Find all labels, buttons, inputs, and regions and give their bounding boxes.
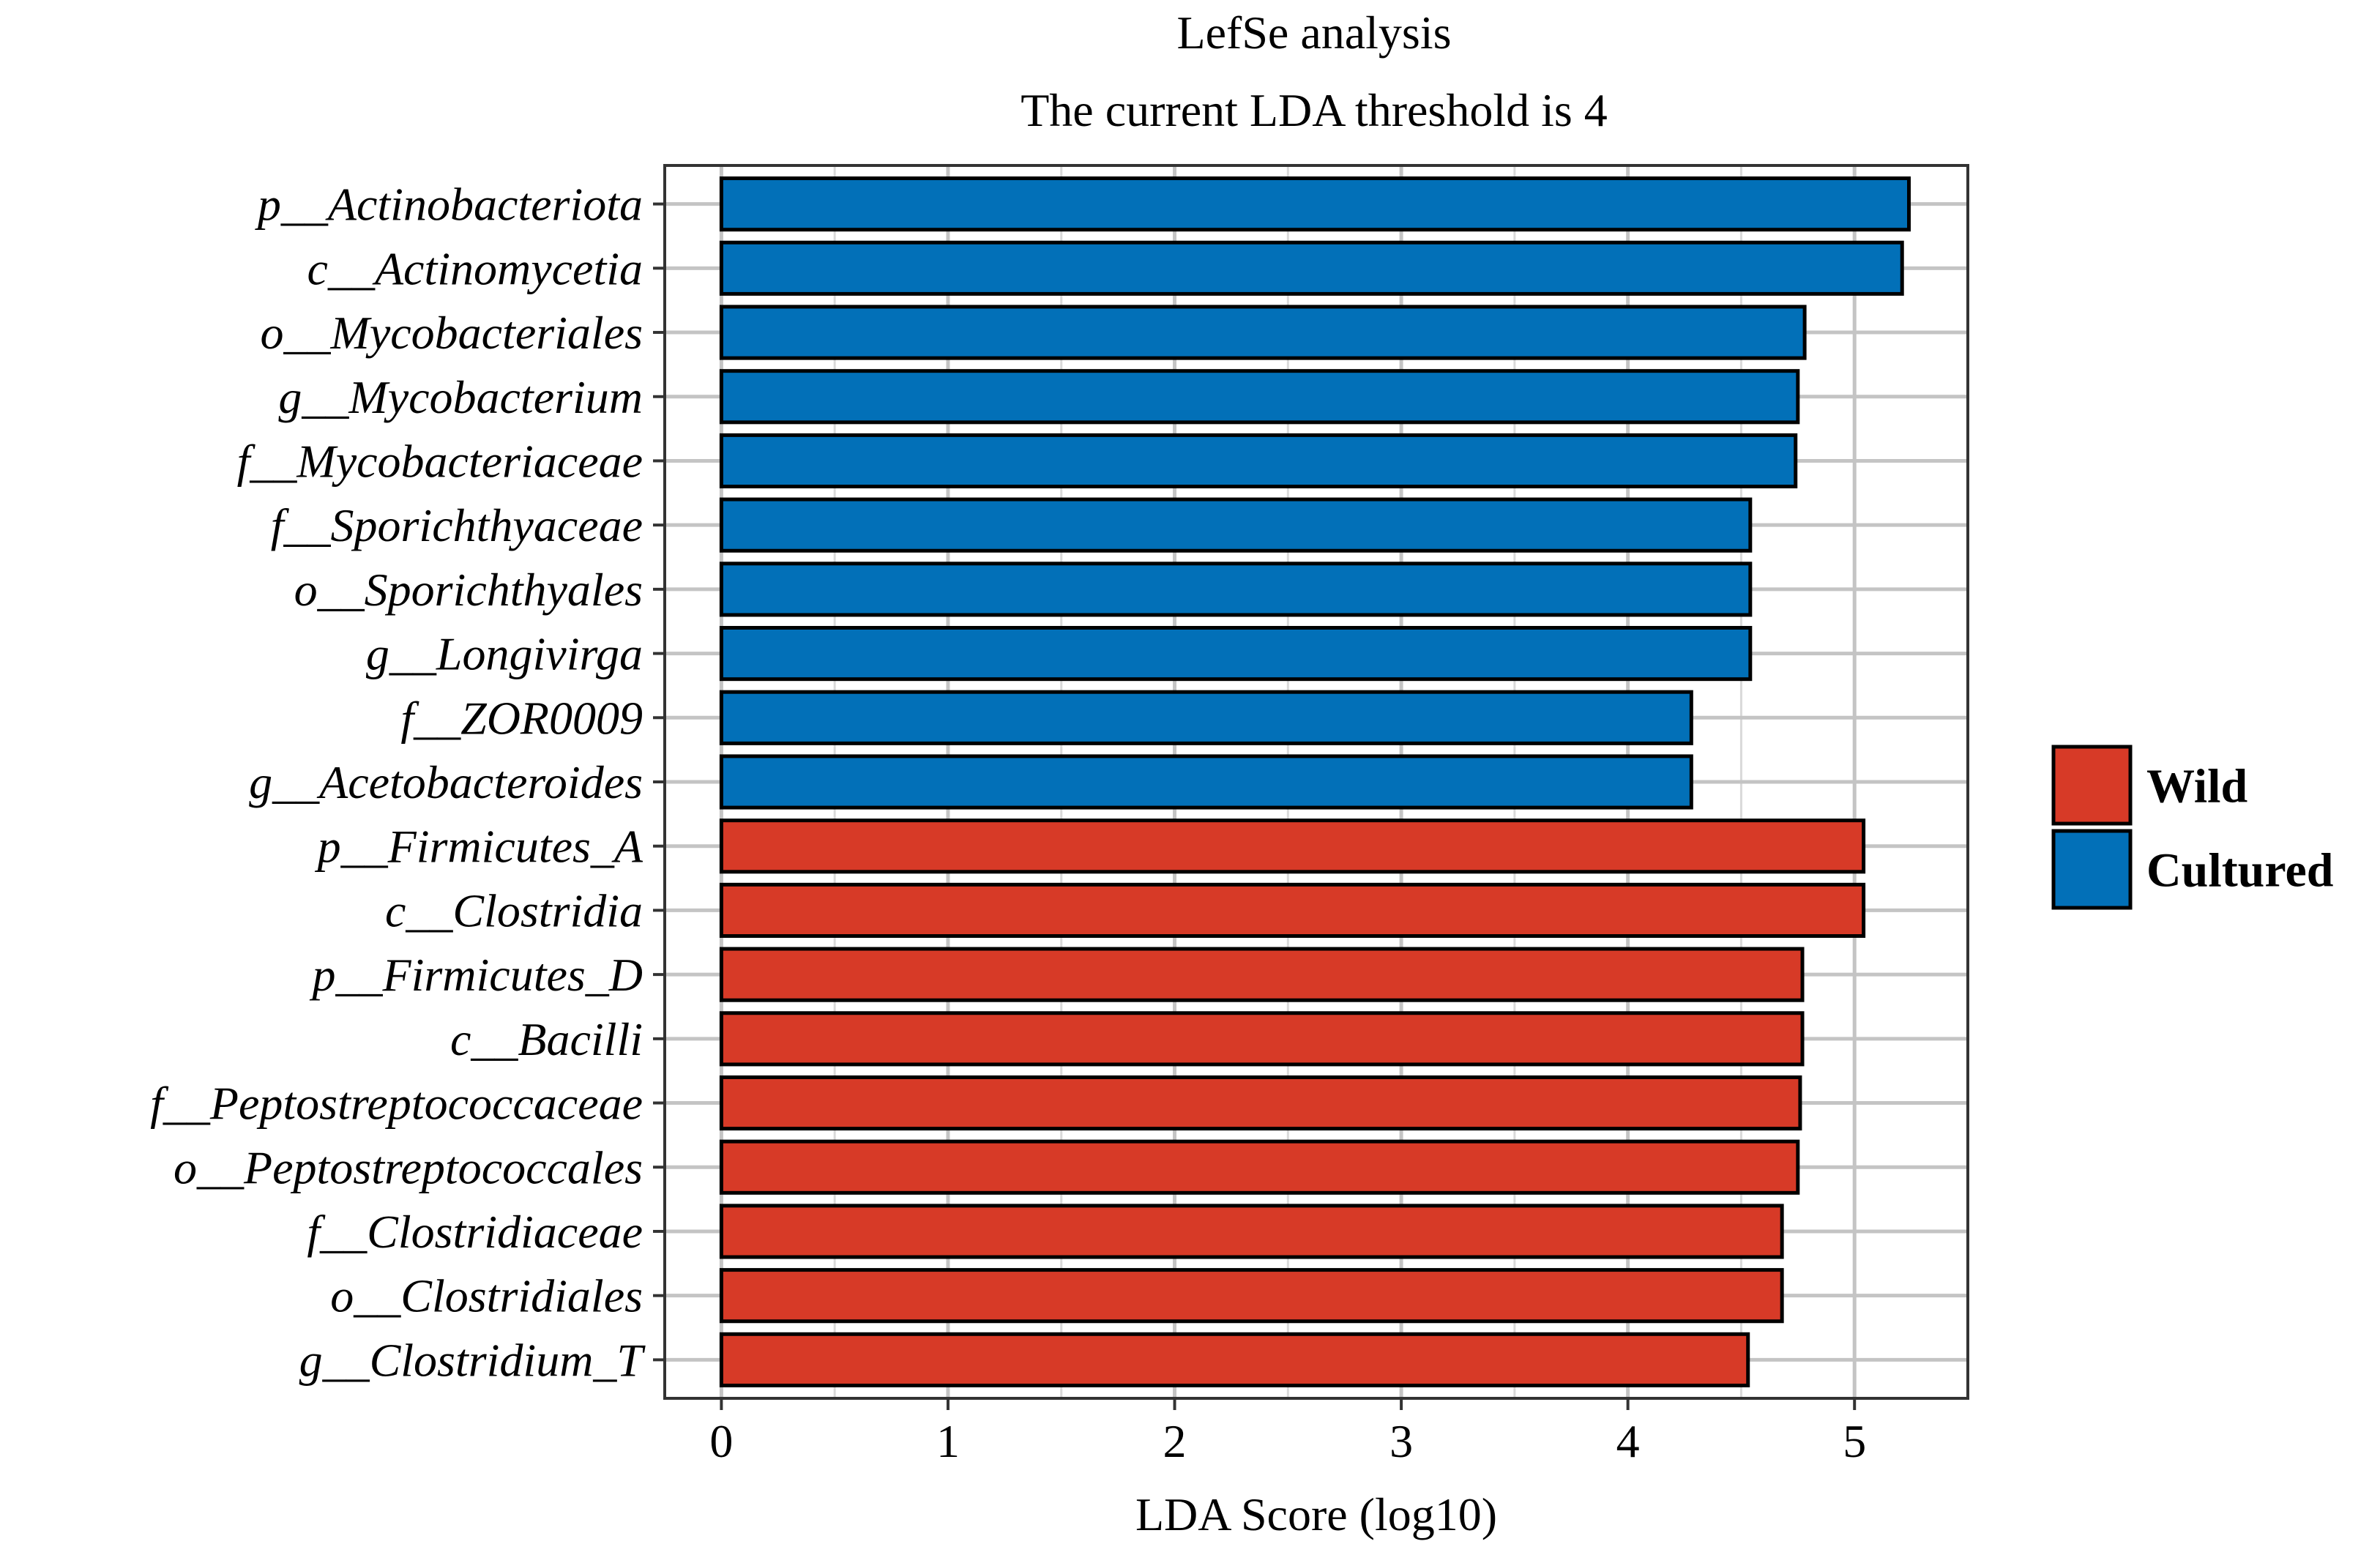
category-label: o__Clostridiales <box>330 1270 643 1322</box>
bar-o__Mycobacteriales <box>719 305 1807 360</box>
bar-c__Bacilli <box>719 1011 1805 1067</box>
bar-f__ZOR0009 <box>719 690 1693 745</box>
category-label: o__Peptostreptococcales <box>174 1141 643 1193</box>
bar-f__Clostridiaceae <box>719 1204 1784 1259</box>
bar-c__Actinomycetia <box>719 240 1904 296</box>
x-tick-label: 3 <box>1389 1415 1413 1467</box>
bar-c__Clostridia <box>719 882 1866 939</box>
category-label: p__Firmicutes_D <box>310 949 644 1001</box>
category-label: c__Clostridia <box>385 884 643 936</box>
x-tick-label: 0 <box>709 1415 733 1467</box>
category-label: o__Mycobacteriales <box>261 307 644 359</box>
category-label: c__Bacilli <box>450 1013 643 1065</box>
bar-p__Firmicutes_D <box>719 947 1805 1002</box>
bar-g__Acetobacteroides <box>719 754 1693 810</box>
bar-f__Peptostreptococcaceae <box>719 1075 1802 1131</box>
category-label: f__Peptostreptococcaceae <box>150 1078 643 1130</box>
chart-title: LefSe analysis <box>1177 7 1452 59</box>
x-axis-ticks: 0 1 2 3 4 5 <box>709 1398 1866 1467</box>
legend-key-cultured <box>2051 829 2133 910</box>
bars <box>719 176 1911 1387</box>
x-tick-label: 2 <box>1163 1415 1187 1467</box>
category-label: g__Acetobacteroides <box>249 756 643 808</box>
category-label: g__Longivirga <box>366 628 643 680</box>
legend-label-wild: Wild <box>2146 760 2247 813</box>
bar-g__Mycobacterium <box>719 369 1800 425</box>
x-axis-title: LDA Score (log10) <box>1135 1488 1497 1540</box>
bar-p__Firmicutes_A <box>719 818 1866 874</box>
legend-label-cultured: Cultured <box>2146 844 2334 898</box>
category-label: f__Sporichthyaceae <box>271 499 643 551</box>
bar-p__Actinobacteriota <box>719 176 1911 232</box>
bar-o__Sporichthyales <box>719 562 1753 617</box>
chart-subtitle: The current LDA threshold is 4 <box>1021 84 1608 136</box>
bar-g__Clostridium_T <box>719 1332 1750 1387</box>
category-label: g__Mycobacterium <box>278 371 643 423</box>
legend-key-wild <box>2051 745 2133 826</box>
category-label: c__Actinomycetia <box>307 242 643 294</box>
bar-f__Mycobacteriaceae <box>719 433 1798 489</box>
bar-f__Sporichthyaceae <box>719 497 1753 553</box>
bar-o__Clostridiales <box>719 1268 1784 1324</box>
category-label: g__Clostridium_T <box>299 1334 646 1386</box>
category-label: f__ZOR0009 <box>400 692 643 744</box>
x-tick-label: 1 <box>936 1415 960 1467</box>
legend: Wild Cultured <box>2051 745 2334 910</box>
category-label: f__Clostridiaceae <box>307 1206 643 1258</box>
bar-g__Longivirga <box>719 626 1753 682</box>
x-tick-label: 5 <box>1843 1415 1866 1467</box>
category-label: p__Firmicutes_A <box>315 821 644 873</box>
category-labels: p__Actinobacteriota c__Actinomycetia o__My… <box>150 179 665 1386</box>
category-label: o__Sporichthyales <box>294 564 643 616</box>
x-tick-label: 4 <box>1616 1415 1640 1467</box>
category-label: p__Actinobacteriota <box>255 179 643 231</box>
bar-o__Peptostreptococcales <box>719 1139 1800 1195</box>
category-label: f__Mycobacteriaceae <box>237 435 643 487</box>
